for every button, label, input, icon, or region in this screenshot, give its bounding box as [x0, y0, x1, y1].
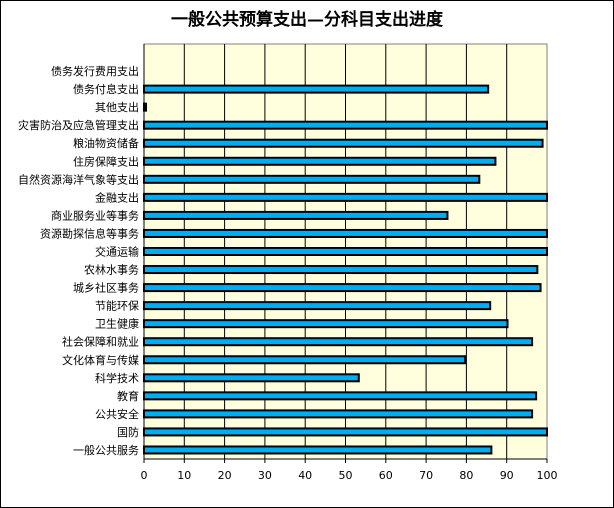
category-label: 资源勘探信息等事务 — [40, 226, 139, 240]
chart-title: 一般公共预算支出—分科目支出进度 — [171, 10, 443, 30]
category-label: 节能环保 — [95, 299, 139, 313]
x-tick-label: 50 — [339, 469, 353, 482]
x-tick-label: 80 — [459, 469, 473, 482]
category-label: 科学技术 — [95, 371, 139, 385]
category-label: 金融支出 — [95, 190, 139, 204]
category-label: 债务发行费用支出 — [51, 64, 139, 78]
bar — [143, 427, 548, 437]
category-label: 债务付息支出 — [73, 82, 139, 96]
bar — [143, 283, 542, 293]
bar — [143, 228, 548, 238]
category-label: 国防 — [117, 425, 139, 439]
bar — [143, 265, 539, 275]
x-tick-label: 30 — [258, 469, 272, 482]
category-label: 商业服务业等事务 — [51, 208, 139, 222]
category-label: 粮油物资储备 — [73, 136, 139, 150]
category-label: 文化体育与传媒 — [62, 353, 139, 367]
category-label: 城乡社区事务 — [73, 281, 139, 295]
category-label: 其他支出 — [95, 100, 139, 114]
bar — [143, 319, 509, 329]
bar — [143, 247, 548, 256]
x-tick-label: 100 — [537, 469, 558, 482]
category-label: 自然资源海洋气象等支出 — [18, 172, 139, 186]
bar — [143, 84, 490, 94]
x-tick-label: 90 — [500, 469, 514, 482]
bar — [143, 301, 492, 311]
bar — [143, 138, 544, 148]
bar — [143, 210, 449, 220]
category-label: 卫生健康 — [95, 317, 139, 331]
category-label: 交通运输 — [95, 245, 139, 259]
bar — [143, 409, 534, 419]
category-label: 教育 — [117, 389, 139, 403]
category-label: 农林水事务 — [84, 263, 139, 277]
category-label: 一般公共服务 — [73, 444, 139, 457]
bar — [143, 192, 548, 202]
x-tick-label: 70 — [419, 469, 433, 482]
bar — [143, 120, 548, 130]
category-label: 住房保障支出 — [73, 154, 139, 168]
category-label: 公共安全 — [95, 407, 139, 421]
x-tick-label: 60 — [379, 469, 393, 482]
category-label: 灾害防治及应急管理支出 — [18, 118, 139, 132]
bar — [143, 355, 467, 365]
bar — [143, 156, 497, 166]
bar — [143, 373, 360, 383]
bar — [143, 102, 148, 112]
bar — [143, 337, 534, 347]
x-tick-label: 0 — [141, 469, 148, 482]
bar — [143, 174, 481, 184]
x-tick-label: 40 — [298, 469, 312, 482]
category-label: 社会保障和就业 — [62, 335, 139, 349]
bar — [143, 445, 493, 455]
x-tick-label: 10 — [177, 469, 191, 482]
bar — [143, 391, 538, 401]
x-tick-label: 20 — [218, 469, 232, 482]
